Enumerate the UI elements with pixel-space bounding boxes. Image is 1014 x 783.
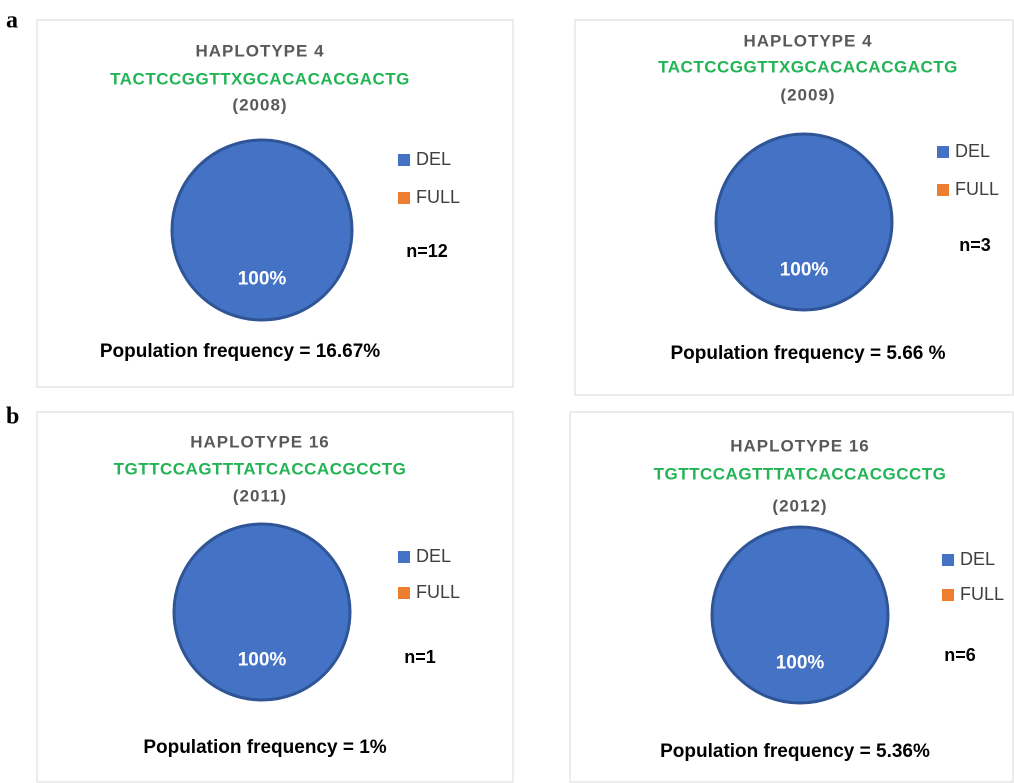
pie-slice: [172, 522, 352, 702]
annotation: n=12: [406, 241, 448, 261]
legend-label: FULL: [416, 582, 460, 602]
legend-label: DEL: [955, 141, 990, 161]
chart-title: HAPLOTYPE 16: [190, 432, 330, 451]
annotation: n=1: [404, 647, 436, 667]
legend-swatch: [398, 192, 410, 204]
data-label: 100%: [238, 269, 287, 290]
data-label: 100%: [238, 649, 287, 670]
panel-label: a: [6, 8, 18, 34]
panel-label: b: [6, 404, 19, 430]
chart-subtitle: TGTTCCAGTTTATCACCACGCCTG: [654, 464, 947, 483]
legend-swatch: [937, 184, 949, 196]
legend-label: FULL: [416, 187, 460, 207]
chart-title: HAPLOTYPE 16: [730, 436, 870, 455]
legend-label: DEL: [960, 549, 995, 569]
legend-label: DEL: [416, 149, 451, 169]
data-label: 100%: [780, 259, 829, 280]
legend-label: FULL: [960, 584, 1004, 604]
legend-swatch: [398, 154, 410, 166]
chart-subtitle: TACTCCGGTTXGCACACACGACTG: [658, 57, 958, 76]
annotation: n=6: [944, 645, 976, 665]
legend-swatch: [942, 554, 954, 566]
pie-slice: [714, 132, 894, 312]
annotation: n=3: [959, 235, 991, 255]
pie-slice: [710, 525, 890, 705]
chart-year: (2008): [232, 95, 287, 114]
annotation: Population frequency = 5.36%: [660, 741, 930, 762]
legend-label: DEL: [416, 546, 451, 566]
chart-subtitle: TGTTCCAGTTTATCACCACGCCTG: [114, 459, 407, 478]
annotation: Population frequency = 16.67%: [100, 341, 380, 362]
annotation: Population frequency = 5.66 %: [670, 343, 945, 364]
legend-swatch: [398, 551, 410, 563]
data-label: 100%: [776, 652, 825, 673]
chart-subtitle: TACTCCGGTTXGCACACACGACTG: [110, 69, 410, 88]
legend-swatch: [942, 589, 954, 601]
annotation: Population frequency = 1%: [143, 737, 386, 758]
pie-slice: [170, 138, 354, 322]
chart-year: (2012): [772, 496, 827, 515]
legend-label: FULL: [955, 179, 999, 199]
chart-year: (2011): [233, 486, 287, 505]
legend-swatch: [398, 587, 410, 599]
chart-title: HAPLOTYPE 4: [743, 31, 872, 50]
legend-swatch: [937, 146, 949, 158]
chart-year: (2009): [780, 85, 835, 104]
chart-title: HAPLOTYPE 4: [195, 41, 324, 60]
